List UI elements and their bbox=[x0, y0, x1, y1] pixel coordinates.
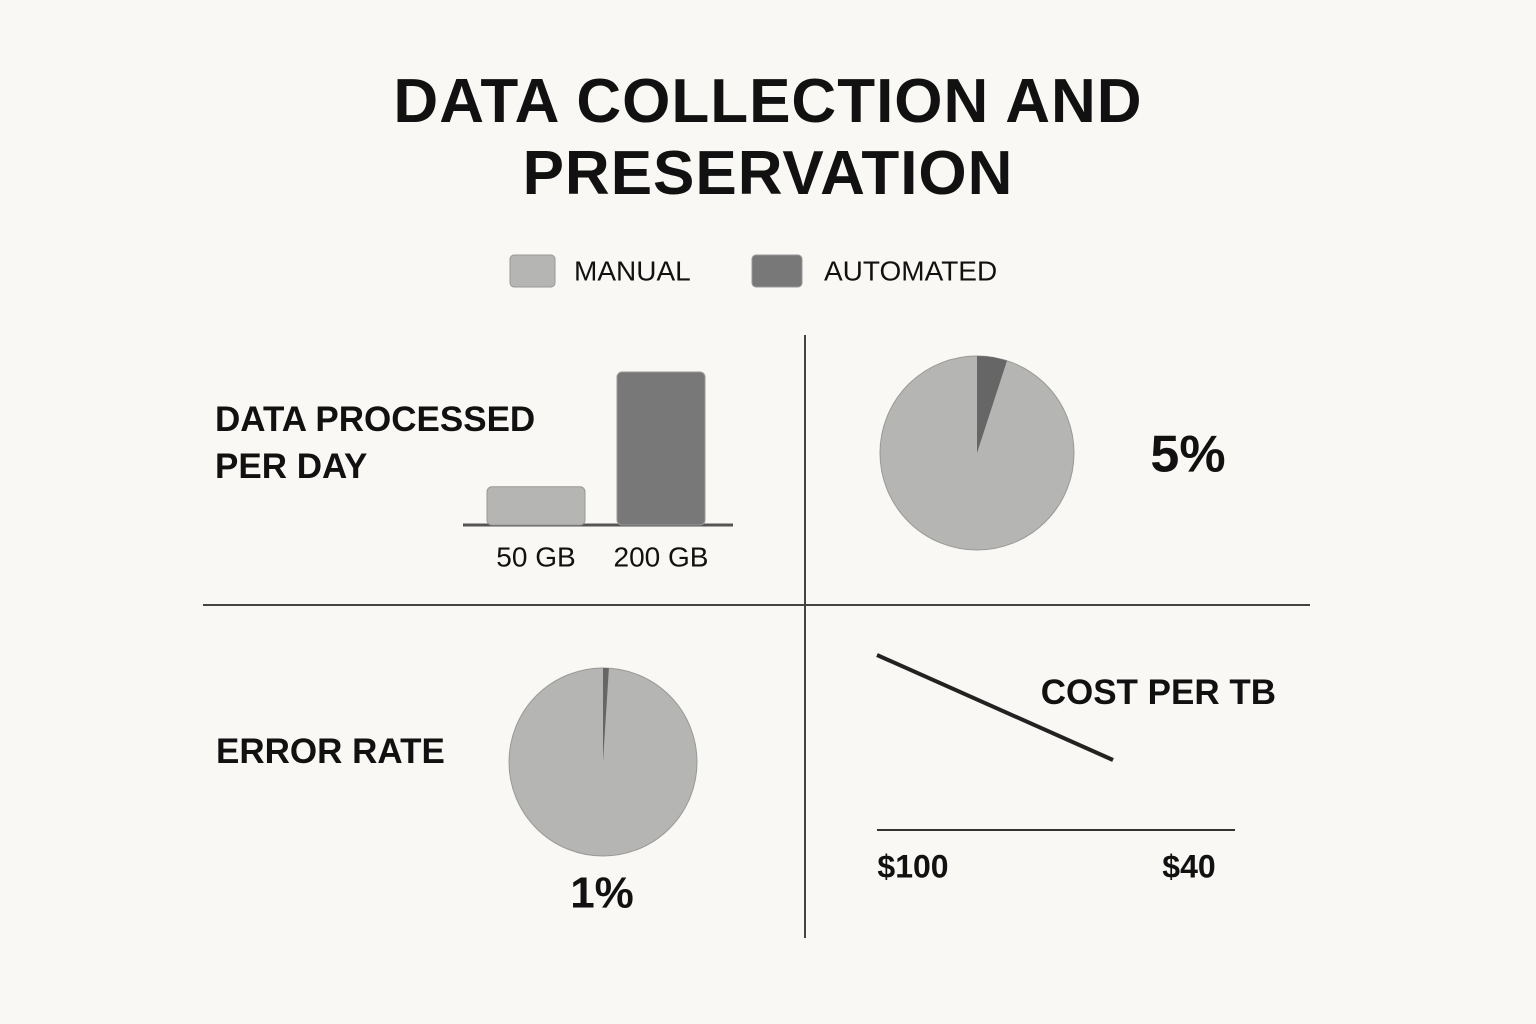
legend-label: MANUAL bbox=[574, 255, 691, 286]
pie-slice bbox=[977, 356, 1007, 453]
pie-slice bbox=[603, 667, 609, 762]
value-label: $40 bbox=[1162, 848, 1215, 884]
legend-swatch bbox=[509, 254, 556, 288]
legend-swatch bbox=[751, 254, 803, 288]
value-label: 200 GB bbox=[614, 541, 709, 572]
value-label: 1% bbox=[570, 869, 634, 918]
value-label: $100 bbox=[877, 848, 948, 884]
title: DATA COLLECTION AND PRESERVATION bbox=[393, 67, 1143, 208]
value-label: 5% bbox=[1150, 426, 1225, 484]
value-label: 50 GB bbox=[496, 541, 575, 572]
line bbox=[876, 653, 1114, 762]
panel-title: DATA PROCESSED PER DAY bbox=[215, 400, 536, 486]
panel-title: ERROR RATE bbox=[216, 732, 445, 771]
panel-title: COST PER TB bbox=[1040, 673, 1276, 712]
legend-label: AUTOMATED bbox=[824, 255, 997, 286]
bar bbox=[616, 371, 706, 526]
bar bbox=[486, 486, 586, 526]
